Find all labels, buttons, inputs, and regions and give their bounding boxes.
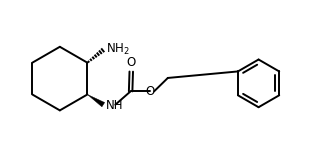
Text: NH: NH (106, 99, 123, 112)
Polygon shape (87, 95, 105, 107)
Text: O: O (127, 56, 136, 69)
Text: O: O (146, 85, 155, 98)
Text: NH$_2$: NH$_2$ (106, 41, 130, 57)
